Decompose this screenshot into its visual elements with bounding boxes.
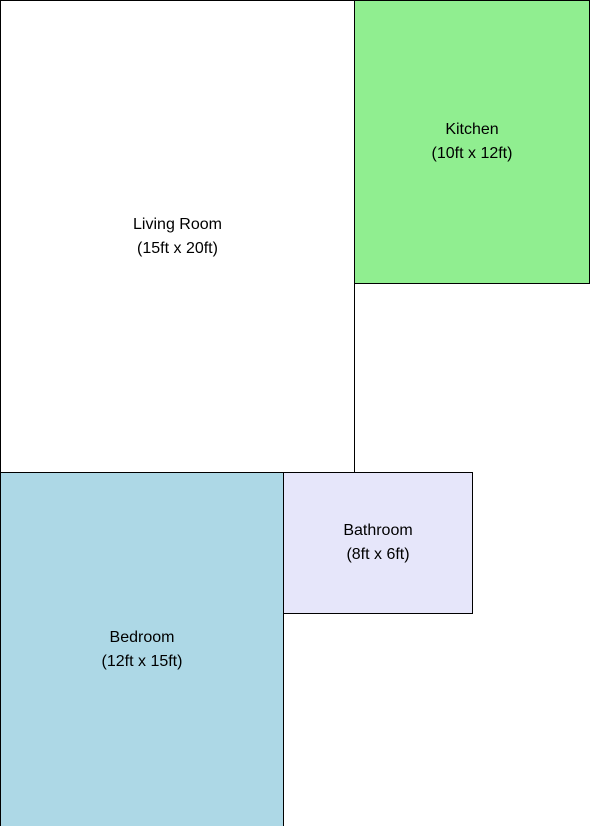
bathroom-label: Bathroom xyxy=(343,522,413,539)
bedroom: Bedroom (12ft x 15ft) xyxy=(0,472,284,826)
kitchen: Kitchen (10ft x 12ft) xyxy=(354,0,590,284)
bathroom: Bathroom (8ft x 6ft) xyxy=(283,472,473,614)
kitchen-dimensions: (10ft x 12ft) xyxy=(431,145,513,162)
living-room: Living Room (15ft x 20ft) xyxy=(0,0,355,473)
living-room-dimensions: (15ft x 20ft) xyxy=(137,239,218,257)
living-room-label: Living Room xyxy=(133,215,222,233)
bedroom-label: Bedroom xyxy=(109,628,175,646)
kitchen-label: Kitchen xyxy=(445,121,499,138)
bathroom-dimensions: (8ft x 6ft) xyxy=(346,546,410,563)
bedroom-dimensions: (12ft x 15ft) xyxy=(101,652,183,670)
